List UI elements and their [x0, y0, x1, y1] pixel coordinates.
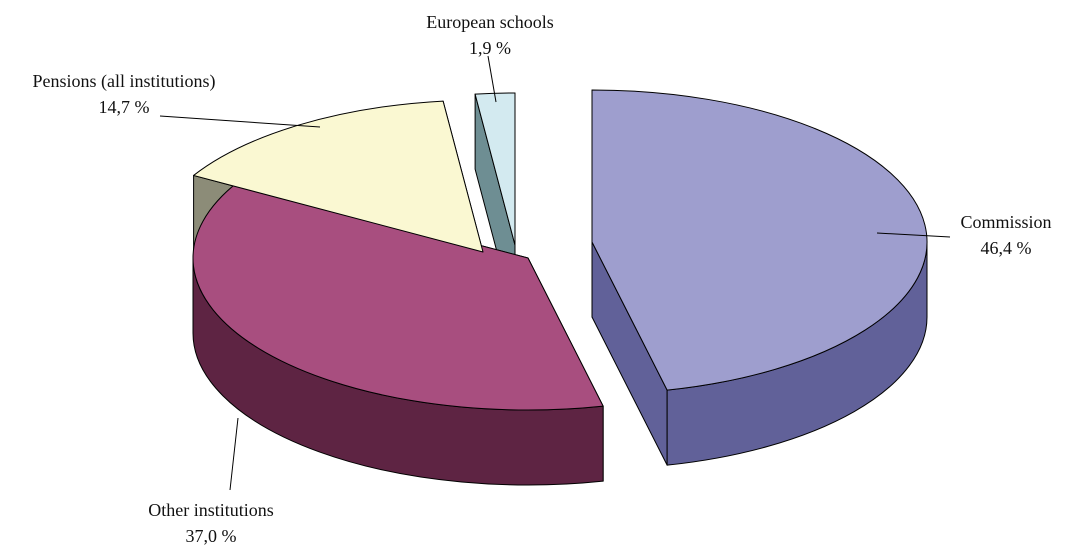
- value-european-schools: 1,9 %: [469, 38, 511, 58]
- slice-labels: Commission 46,4 % Other institutions 37,0 %…: [32, 12, 1051, 546]
- leader-commission: [876, 232, 951, 238]
- slice-commission: [591, 89, 928, 391]
- label-european-schools: European schools: [426, 12, 553, 32]
- value-other-institutions: 37,0 %: [186, 526, 237, 546]
- leader-pensions-all-institutions: [159, 115, 321, 128]
- slice-pensions-all-institutions: [193, 100, 484, 253]
- label-commission: Commission: [960, 212, 1051, 232]
- slice-european-schools: [474, 92, 516, 246]
- slice-other-institutions: [192, 180, 604, 411]
- leader-other-institutions: [229, 417, 239, 491]
- slice-tops: [192, 89, 928, 411]
- value-commission: 46,4 %: [981, 238, 1032, 258]
- value-pensions-all-institutions: 14,7 %: [99, 97, 150, 117]
- label-leaders: [159, 55, 951, 491]
- leader-european-schools: [487, 55, 497, 103]
- label-other-institutions: Other institutions: [148, 500, 274, 520]
- label-pensions-all-institutions: Pensions (all institutions): [32, 71, 215, 92]
